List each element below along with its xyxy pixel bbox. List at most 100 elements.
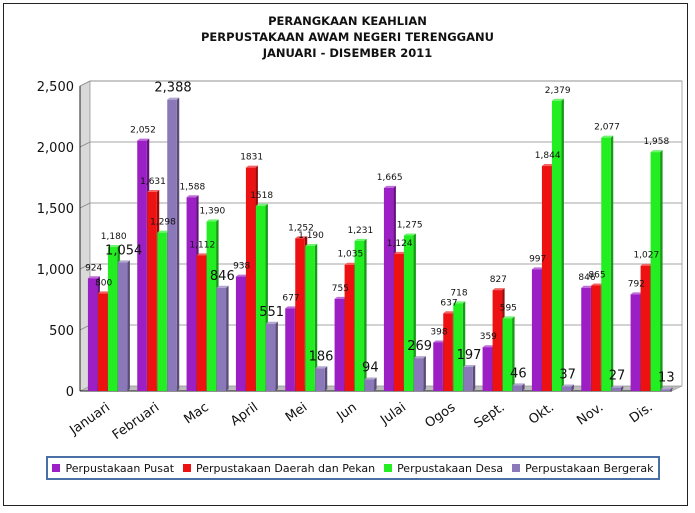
bar-side xyxy=(423,356,426,391)
data-label: 269 xyxy=(407,339,432,354)
bar xyxy=(453,303,463,391)
bar xyxy=(364,379,375,391)
data-label: 37 xyxy=(559,367,576,382)
bar-top xyxy=(265,321,278,324)
data-label: 13 xyxy=(658,370,675,385)
bar xyxy=(107,247,118,391)
data-label: 1,252 xyxy=(288,223,314,233)
y-tick-label: 0 xyxy=(66,385,74,400)
bar xyxy=(383,187,394,391)
y-tick-label: 2,000 xyxy=(37,141,74,156)
data-label: 1,231 xyxy=(347,226,373,236)
bar-top xyxy=(630,292,643,295)
y-tick-label: 2,500 xyxy=(37,80,74,95)
bar-top xyxy=(147,190,160,193)
bar xyxy=(660,389,671,391)
bar-top xyxy=(167,97,180,100)
data-label: 94 xyxy=(362,361,379,376)
bar-top xyxy=(512,383,525,386)
bar-side xyxy=(571,384,574,391)
legend-swatch xyxy=(182,464,191,472)
data-label: 997 xyxy=(529,254,546,264)
data-label: 186 xyxy=(309,349,334,364)
gridline-side xyxy=(79,80,91,87)
legend-label: Perpustakaan Bergerak xyxy=(525,461,654,475)
bar xyxy=(551,100,562,392)
bar-top xyxy=(601,135,614,138)
bar-top xyxy=(403,233,416,236)
bar xyxy=(97,293,108,391)
data-label: 1,844 xyxy=(535,151,561,161)
data-label: 1,665 xyxy=(377,173,403,183)
bar xyxy=(512,385,523,391)
bar xyxy=(591,285,601,391)
bar-side xyxy=(374,377,377,391)
bar xyxy=(581,287,591,391)
bar xyxy=(295,238,305,391)
chart-title-line-1: PERANGKAAN KEAHLIAN xyxy=(268,14,427,28)
bar-top xyxy=(551,98,564,101)
legend-label: Perpustakaan Daerah dan Pekan xyxy=(195,461,376,475)
bar xyxy=(492,290,503,391)
bar-top xyxy=(235,274,248,277)
bar-top xyxy=(107,245,120,248)
bar-side xyxy=(176,97,180,391)
bar xyxy=(393,253,404,391)
legend-label: Perpustakaan Desa xyxy=(397,461,504,475)
data-label: 2,379 xyxy=(545,86,571,96)
data-label: 1,298 xyxy=(150,218,176,228)
bar xyxy=(117,262,128,391)
data-label: 1831 xyxy=(240,153,263,163)
data-label: 637 xyxy=(440,298,457,308)
bar xyxy=(413,358,424,391)
bar xyxy=(137,140,147,391)
bar-top xyxy=(117,260,130,263)
x-tick-label: Sept. xyxy=(471,400,507,432)
x-tick-label: Februari xyxy=(110,400,162,443)
x-tick-label: Julai xyxy=(377,400,409,428)
data-label: 800 xyxy=(95,278,112,288)
legend-item-bergerak: Perpustakaan Bergerak xyxy=(512,461,654,475)
chart-title-line-3: JANUARI - DISEMBER 2011 xyxy=(262,46,433,60)
bar-side xyxy=(522,383,525,391)
bar-side xyxy=(226,285,229,391)
bar-top xyxy=(305,243,318,246)
bar-top xyxy=(206,219,219,222)
bar-top xyxy=(137,138,150,141)
data-label: 1,275 xyxy=(397,220,423,230)
bar xyxy=(541,166,552,391)
y-tick-label: 1,500 xyxy=(37,202,74,217)
bar-top xyxy=(255,203,268,206)
data-label: 1,390 xyxy=(199,206,225,216)
bar-side xyxy=(561,98,564,392)
bar-top xyxy=(591,283,604,286)
bar xyxy=(344,264,355,391)
legend-swatch xyxy=(52,464,61,472)
bar xyxy=(186,197,197,391)
legend-item-daerah: Perpustakaan Daerah dan Pekan xyxy=(182,461,376,475)
data-label: 1,588 xyxy=(179,182,205,192)
data-label: 1,190 xyxy=(298,231,324,241)
bar-top xyxy=(186,195,199,198)
bar xyxy=(482,347,493,391)
bar xyxy=(315,368,325,391)
bar-top xyxy=(245,165,258,168)
data-label: 398 xyxy=(430,327,447,337)
bar-top xyxy=(364,377,377,380)
bar xyxy=(216,287,227,391)
bar-side xyxy=(660,150,663,391)
data-label: 1,958 xyxy=(643,137,669,147)
bar xyxy=(265,323,276,391)
bar xyxy=(157,232,167,391)
bar-side xyxy=(324,366,328,391)
bar-side xyxy=(364,238,367,391)
bar xyxy=(245,167,256,391)
gridline-side xyxy=(79,141,91,148)
data-label: 1518 xyxy=(250,191,273,201)
bar-top xyxy=(87,276,100,279)
y-tick-label: 500 xyxy=(49,324,74,339)
data-label: 46 xyxy=(510,366,527,381)
bar-top xyxy=(334,296,347,299)
data-label: 1,124 xyxy=(387,239,413,249)
